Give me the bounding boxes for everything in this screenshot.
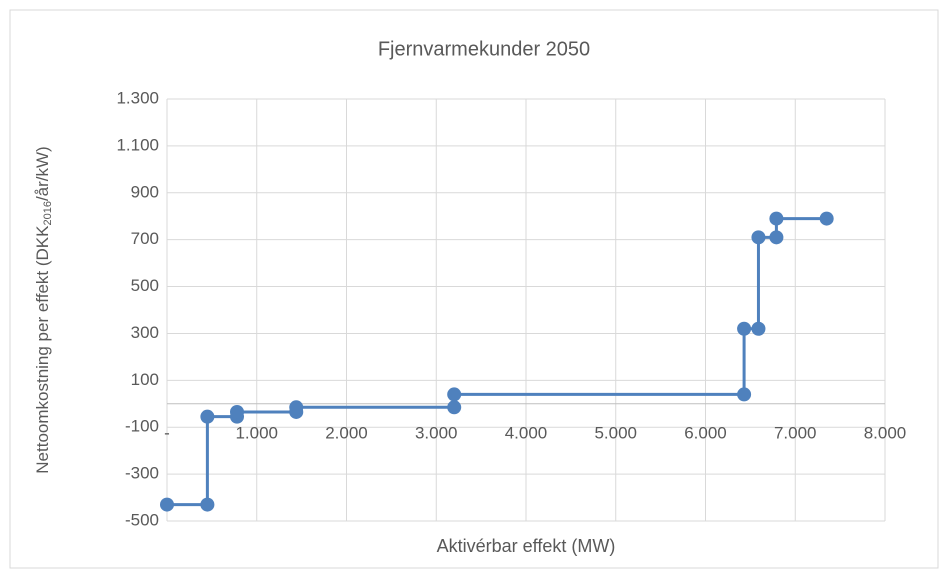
data-point xyxy=(751,230,766,245)
data-point xyxy=(160,497,174,512)
data-point xyxy=(737,387,752,402)
x-tick-label: 7.000 xyxy=(774,423,817,442)
y-tick-label: 700 xyxy=(131,229,159,248)
data-point xyxy=(289,400,304,415)
x-tick-label: - xyxy=(164,423,170,442)
x-tick-label: 6.000 xyxy=(684,423,727,442)
y-tick-label: 100 xyxy=(131,370,159,389)
x-tick-label: 2.000 xyxy=(325,423,368,442)
x-axis-title: Aktivérbar effekt (MW) xyxy=(437,536,616,556)
y-title-part: Nettoomkostning per effekt (DKK xyxy=(33,225,52,474)
data-point xyxy=(769,211,784,226)
data-point xyxy=(769,230,784,245)
data-point xyxy=(819,211,834,226)
y-tick-label: -300 xyxy=(125,464,159,483)
chart-border xyxy=(9,9,939,569)
data-point xyxy=(230,404,245,419)
y-tick-label: 1.100 xyxy=(116,135,159,154)
y-tick-label: 300 xyxy=(131,323,159,342)
x-tick-label: 4.000 xyxy=(505,423,548,442)
y-tick-label: 500 xyxy=(131,276,159,295)
data-point xyxy=(447,387,462,402)
data-point xyxy=(200,409,215,424)
y-tick-label: -500 xyxy=(125,510,159,529)
y-title-sub: 2016 xyxy=(42,201,54,225)
x-tick-label: 5.000 xyxy=(594,423,637,442)
y-tick-label: -100 xyxy=(125,417,159,436)
data-point xyxy=(737,321,752,336)
data-point xyxy=(200,497,215,512)
y-tick-label: 1.300 xyxy=(116,88,159,107)
x-tick-label: 3.000 xyxy=(415,423,458,442)
y-tick-label: 900 xyxy=(131,182,159,201)
chart-title: Fjernvarmekunder 2050 xyxy=(378,38,590,60)
y-title-part: /år/kW) xyxy=(33,146,52,201)
data-point xyxy=(751,321,766,336)
data-point xyxy=(447,400,462,415)
x-tick-label: 8.000 xyxy=(864,423,907,442)
x-tick-label: 1.000 xyxy=(235,423,278,442)
y-axis-title: Nettoomkostning per effekt (DKK2016/år/k… xyxy=(33,146,53,473)
